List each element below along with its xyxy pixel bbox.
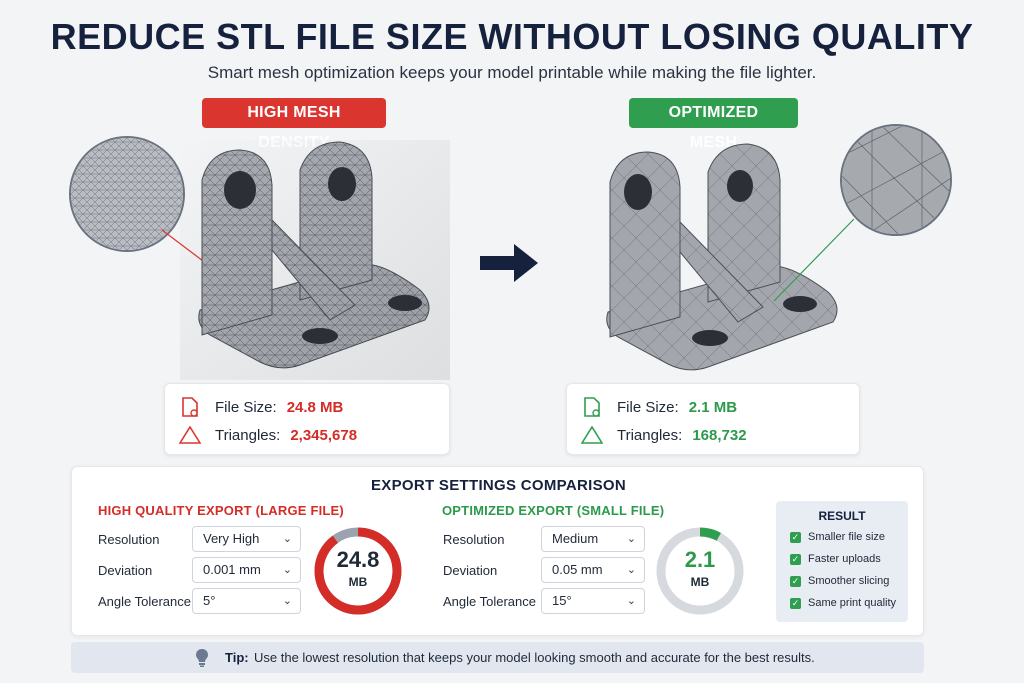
result-item-label: Smoother slicing [808,575,890,587]
triangles-label: Triangles: [215,426,281,444]
select-value: 0.05 mm [552,562,603,577]
file-icon [581,396,603,418]
page-title: REDUCE STL FILE SIZE WITHOUT LOSING QUAL… [50,16,974,57]
optimized-stats-card: File Size: 2.1 MB Triangles: 168,732 [566,383,860,455]
file-icon [179,396,201,418]
high-quality-title: HIGH QUALITY EXPORT (LARGE FILE) [98,503,344,518]
deviation-label: Deviation [443,563,498,578]
high-angle-select[interactable]: 5° ⌄ [192,588,301,614]
file-size-row: File Size: 24.8 MB [179,396,343,418]
result-item-label: Faster uploads [808,553,881,565]
select-value: Medium [552,531,599,546]
select-value: Very High [203,531,260,546]
optimized-size-gauge: 2.1 MB [654,525,746,617]
optimized-title: OPTIMIZED EXPORT (SMALL FILE) [442,503,665,518]
result-item-label: Smaller file size [808,531,886,543]
resolution-label: Resolution [98,532,160,547]
high-gauge-arc [314,527,402,615]
high-deviation-select[interactable]: 0.001 mm ⌄ [192,557,301,583]
dense-stats-card: File Size: 24.8 MB Triangles: 2,345,678 [164,383,450,455]
triangles-value: 168,732 [692,426,747,444]
optimized-mesh-badge: OPTIMIZED MESH [629,98,798,151]
triangle-icon [179,424,201,446]
result-item: ✓ Smaller file size [790,531,885,543]
optimized-mesh-pattern [842,126,950,234]
result-box: RESULT ✓ Smaller file size ✓ Faster uplo… [776,501,908,622]
triangles-row: Triangles: 2,345,678 [179,424,357,446]
arrow-right-icon [480,244,538,282]
file-size-row: File Size: 2.1 MB [581,396,737,418]
check-icon: ✓ [790,597,801,609]
optimized-mesh-zoom [840,124,952,236]
result-item: ✓ Same print quality [790,597,896,609]
check-icon: ✓ [790,553,801,565]
result-title: RESULT [818,509,866,523]
panel-title: EXPORT SETTINGS COMPARISON [370,477,627,494]
deviation-label: Deviation [98,563,153,578]
chevron-down-icon: ⌄ [626,564,636,576]
select-value: 15° [552,593,572,608]
optimized-deviation-select[interactable]: 0.05 mm ⌄ [541,557,645,583]
resolution-label: Resolution [443,532,505,547]
chevron-down-icon: ⌄ [282,595,292,607]
chevron-down-icon: ⌄ [282,564,292,576]
result-item: ✓ Smoother slicing [790,575,889,587]
select-value: 5° [203,593,216,608]
optimized-bracket-model [606,143,838,371]
triangle-icon [581,424,603,446]
file-size-label: File Size: [215,398,277,416]
page-subtitle: Smart mesh optimization keeps your model… [207,63,817,82]
chevron-down-icon: ⌄ [626,533,636,545]
check-icon: ✓ [790,531,801,543]
triangles-row: Triangles: 168,732 [581,424,747,446]
optimized-angle-select[interactable]: 15° ⌄ [541,588,645,614]
chevron-down-icon: ⌄ [626,595,636,607]
angle-tolerance-label: Angle Tolerance [443,594,536,609]
optimized-gauge-arc [656,527,744,615]
tip-bar: Tip: Use the lowest resolution that keep… [71,642,924,673]
result-item: ✓ Faster uploads [790,553,881,565]
optimized-gauge-unit: MB [690,575,710,589]
high-gauge-unit: MB [348,575,368,589]
high-density-badge: HIGH MESH DENSITY [202,98,386,151]
triangles-label: Triangles: [617,426,683,444]
file-size-label: File Size: [617,398,679,416]
result-item-label: Same print quality [808,597,897,609]
angle-tolerance-label: Angle Tolerance [98,594,191,609]
high-gauge-value: 24.8 [336,547,380,572]
chevron-down-icon: ⌄ [282,533,292,545]
check-icon: ✓ [790,575,801,587]
high-size-gauge: 24.8 MB [312,525,404,617]
right-zoom-leader-line [773,218,855,302]
export-settings-panel: EXPORT SETTINGS COMPARISON HIGH QUALITY … [71,466,924,636]
select-value: 0.001 mm [203,562,261,577]
optimized-gauge-value: 2.1 [684,547,716,572]
file-size-value: 24.8 MB [286,398,344,416]
tip-label: Tip: [225,650,249,665]
triangles-value: 2,345,678 [290,426,358,444]
dense-bracket-model [180,140,450,380]
tip-text: Use the lowest resolution that keeps you… [254,650,815,665]
file-size-value: 2.1 MB [688,398,738,416]
lightbulb-icon [196,649,208,667]
high-resolution-select[interactable]: Very High ⌄ [192,526,301,552]
optimized-resolution-select[interactable]: Medium ⌄ [541,526,645,552]
